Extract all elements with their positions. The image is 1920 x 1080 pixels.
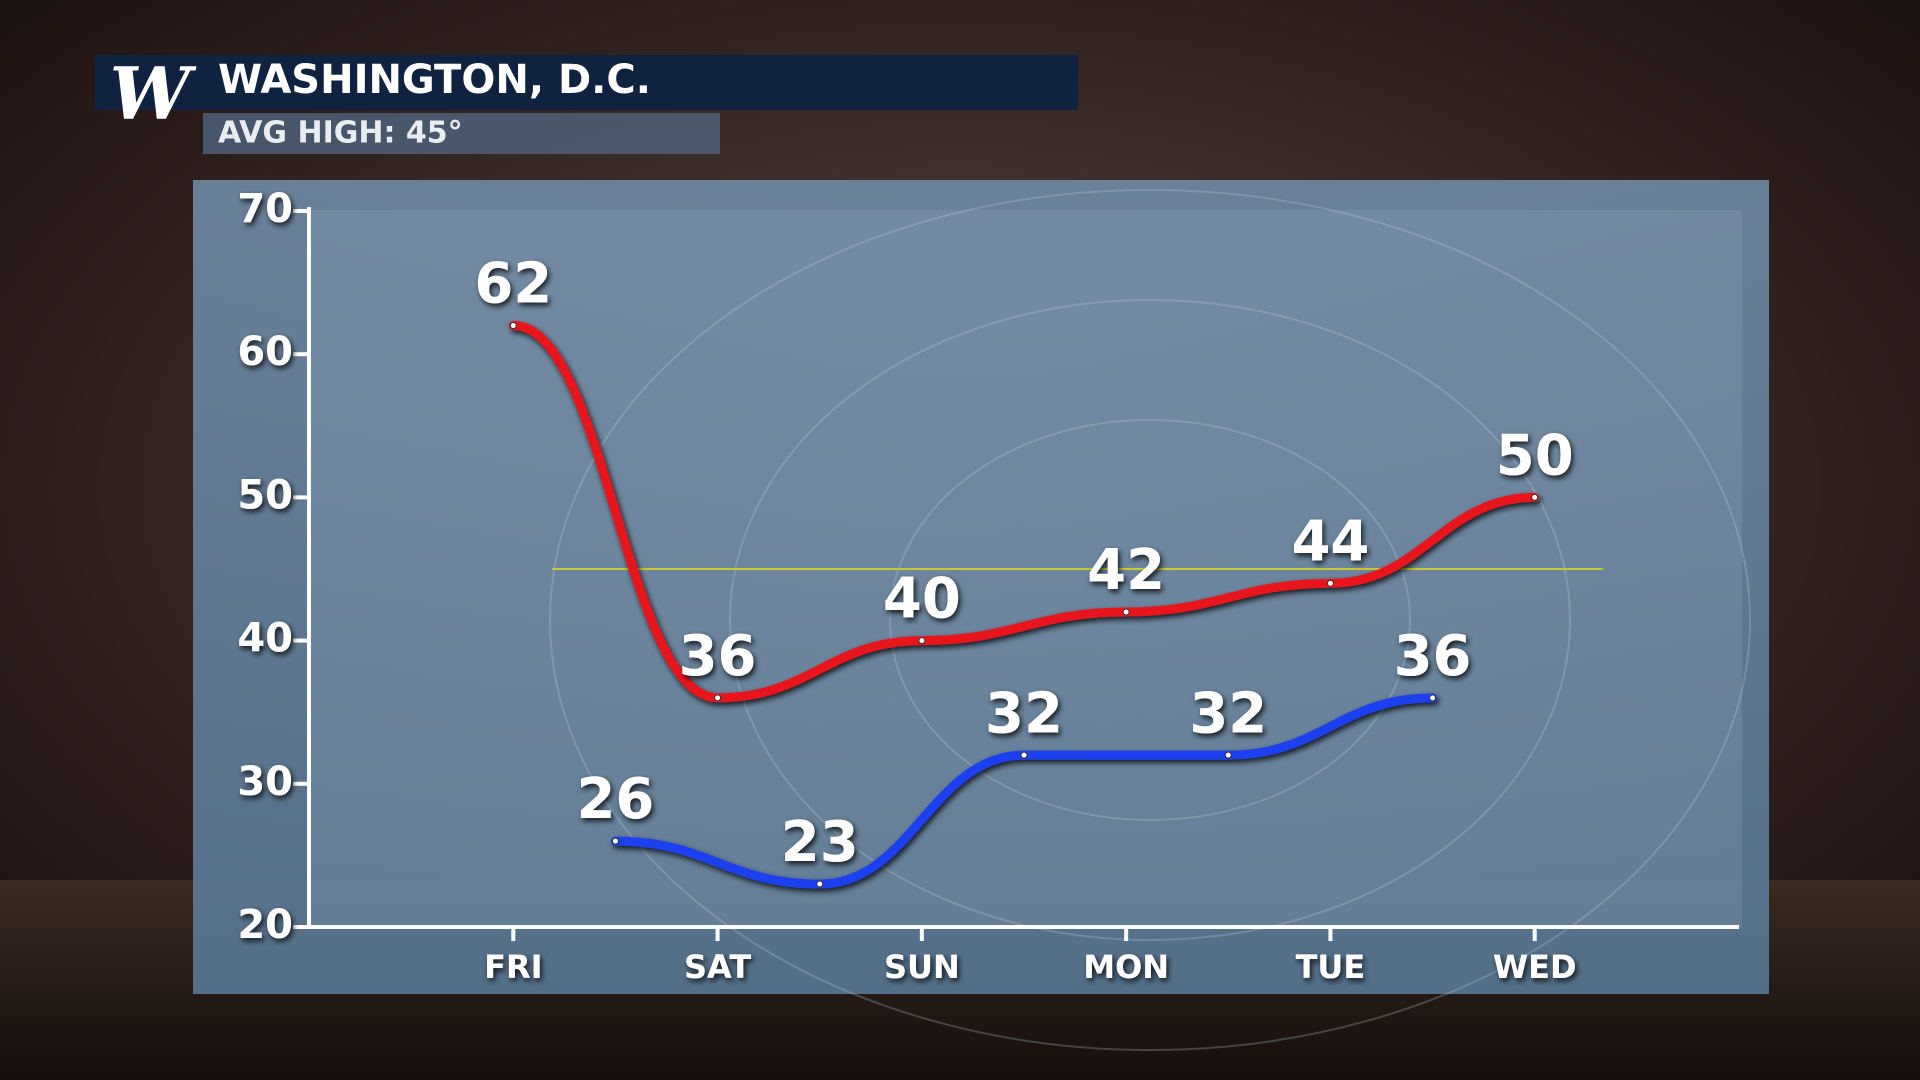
x-tick-label: WED [1493,948,1577,986]
x-tick-label: FRI [484,948,542,986]
y-tick-label: 50 [237,472,293,518]
point [1326,579,1334,587]
point [1020,751,1028,759]
point [509,322,517,330]
x-tick-label: SUN [884,948,960,986]
line [610,693,1438,889]
y-tick-label: 60 [237,329,293,375]
data-label: 50 [1496,424,1574,489]
x-tick-label: MON [1083,948,1169,986]
data-label: 32 [985,681,1063,746]
line [508,321,1540,703]
data-label: 36 [1394,624,1472,689]
point [714,694,722,702]
chart-title: WASHINGTON, D.C. [218,57,651,103]
point [1224,751,1232,759]
contours [549,189,1751,1051]
logo: W [110,51,197,136]
point [816,880,824,888]
data-label: 40 [883,567,961,632]
y-tick-label: 30 [237,759,293,805]
point [611,837,619,845]
y-tick-label: 40 [237,616,293,662]
point [1531,493,1539,501]
point [1122,608,1130,616]
y-tick-label: 20 [237,902,293,948]
x-tick-label: SAT [684,948,751,986]
point [1429,694,1437,702]
data-label: 32 [1189,681,1267,746]
x-tick-label: TUE [1296,948,1366,986]
chart-panel [193,180,1769,994]
title-bar [95,55,1078,110]
data-label: 23 [781,810,859,875]
subtitle-bar [203,113,720,154]
y-tick-label: 70 [237,186,293,232]
chart-subtitle: AVG HIGH: 45° [218,116,463,151]
data-label: 42 [1087,538,1165,603]
data-label: 26 [576,767,654,832]
data-label: 62 [474,252,552,317]
data-label: 44 [1291,509,1369,574]
point [918,637,926,645]
data-label: 36 [679,624,757,689]
